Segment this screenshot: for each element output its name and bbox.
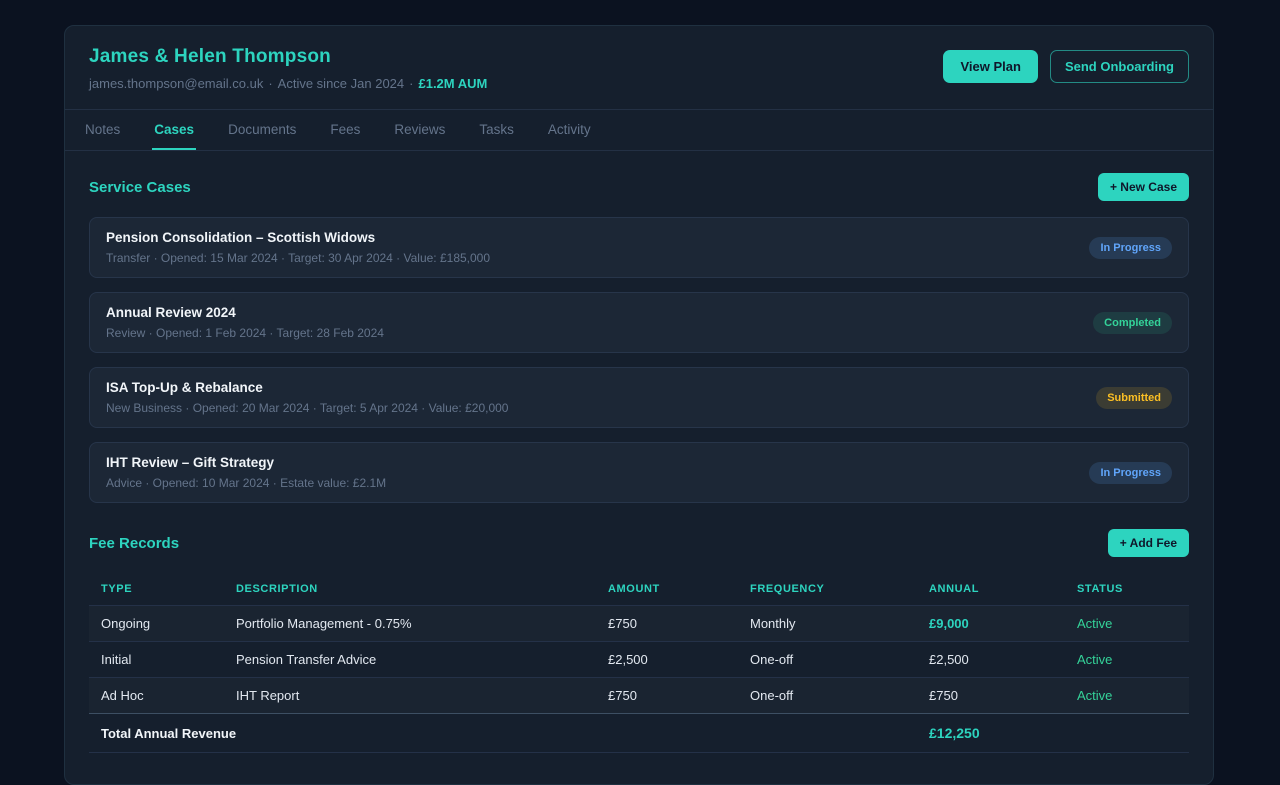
fee-annual: £750 (929, 688, 958, 703)
separator-dot: · (409, 76, 414, 91)
fee-table-body: Ongoing Portfolio Management - 0.75% £750 M… (89, 605, 1189, 713)
fee-status: Active (1077, 652, 1113, 667)
fee-records-title: Fee Records (89, 534, 180, 552)
tab-reviews[interactable]: Reviews (392, 110, 447, 150)
fee-description: Portfolio Management - 0.75% (236, 616, 412, 631)
client-panel: James & Helen Thompson james.thompson@em… (64, 25, 1214, 785)
fee-row: Ad Hoc IHT Report £750 One-off £750 Active (89, 677, 1189, 713)
fee-amount: £2,500 (608, 652, 648, 667)
main-content: Service Cases + New Case Pension Consoli… (65, 151, 1213, 775)
new-case-button[interactable]: + New Case (1097, 173, 1189, 201)
tab-bar: Notes Cases Documents Fees Reviews Tasks Activ… (65, 110, 1213, 151)
case-meta: Advice · Opened: 10 Mar 2024 · Estate va… (106, 476, 387, 490)
fee-column-frequency: FREQUENCY (750, 583, 825, 595)
add-fee-button[interactable]: + Add Fee (1107, 529, 1189, 557)
client-header: James & Helen Thompson james.thompson@em… (65, 26, 1213, 110)
client-subtitle: james.thompson@email.co.uk · Active since … (89, 76, 487, 91)
fee-amount: £750 (608, 688, 637, 703)
page-title: James & Helen Thompson (89, 46, 331, 67)
status-badge: In Progress (1089, 236, 1172, 259)
send-onboarding-button[interactable]: Send Onboarding (1049, 50, 1189, 83)
case-card[interactable]: Annual Review 2024 Review · Opened: 1 Fe… (89, 292, 1189, 353)
client-identity: James & Helen Thompson james.thompson@em… (89, 46, 487, 91)
fee-table: TYPE DESCRIPTION AMOUNT FREQUENCY ANNUAL STAT… (89, 573, 1189, 753)
fee-total-row: Total Annual Revenue £12,250 (89, 713, 1189, 753)
fee-status: Active (1077, 616, 1113, 631)
status-badge: In Progress (1089, 461, 1172, 484)
tab-fees[interactable]: Fees (328, 110, 362, 150)
fee-type: Initial (101, 652, 132, 667)
case-title: Annual Review 2024 (106, 305, 236, 320)
fee-frequency: Monthly (750, 616, 796, 631)
tab-activity[interactable]: Activity (546, 110, 593, 150)
case-meta: Transfer · Opened: 15 Mar 2024 · Target:… (106, 251, 491, 265)
case-card[interactable]: ISA Top-Up & Rebalance New Business · Op… (89, 367, 1189, 428)
status-badge: Completed (1093, 311, 1172, 334)
fee-records-header: Fee Records + Add Fee (89, 529, 1189, 557)
case-card[interactable]: IHT Review – Gift Strategy Advice · Open… (89, 442, 1189, 503)
header-actions: View Plan Send Onboarding (943, 50, 1189, 83)
fee-row: Initial Pension Transfer Advice £2,500 One-… (89, 641, 1189, 677)
case-title: ISA Top-Up & Rebalance (106, 380, 263, 395)
separator-dot: · (268, 76, 273, 91)
fee-column-status: STATUS (1077, 583, 1123, 595)
status-badge: Submitted (1096, 386, 1172, 409)
tab-documents[interactable]: Documents (226, 110, 298, 150)
case-title: Pension Consolidation – Scottish Widows (106, 230, 376, 245)
fee-annual: £2,500 (929, 652, 969, 667)
fee-column-type: TYPE (101, 583, 133, 595)
fee-frequency: One-off (750, 688, 794, 703)
client-active-since: Active since Jan 2024 (277, 76, 405, 91)
case-card[interactable]: Pension Consolidation – Scottish Widows … (89, 217, 1189, 278)
service-cases-section: Service Cases + New Case Pension Consoli… (89, 173, 1189, 503)
fee-column-annual: ANNUAL (929, 583, 980, 595)
fee-total-value: £12,250 (929, 725, 980, 741)
tab-notes[interactable]: Notes (83, 110, 122, 150)
tab-tasks[interactable]: Tasks (477, 110, 516, 150)
client-email: james.thompson@email.co.uk (89, 76, 264, 91)
case-list: Pension Consolidation – Scottish Widows … (89, 217, 1189, 503)
tab-cases[interactable]: Cases (152, 110, 197, 150)
case-meta: New Business · Opened: 20 Mar 2024 · Tar… (106, 401, 509, 415)
fee-column-description: DESCRIPTION (236, 583, 318, 595)
fee-description: IHT Report (236, 688, 300, 703)
case-title: IHT Review – Gift Strategy (106, 455, 275, 470)
fee-annual: £9,000 (929, 616, 969, 631)
client-aum: £1.2M AUM (418, 76, 488, 91)
fee-type: Ongoing (101, 616, 151, 631)
fee-amount: £750 (608, 616, 637, 631)
service-cases-header: Service Cases + New Case (89, 173, 1189, 201)
fee-row: Ongoing Portfolio Management - 0.75% £750 M… (89, 605, 1189, 641)
fee-description: Pension Transfer Advice (236, 652, 377, 667)
fee-type: Ad Hoc (101, 688, 144, 703)
fee-total-label: Total Annual Revenue (101, 725, 237, 741)
fee-frequency: One-off (750, 652, 794, 667)
fee-column-amount: AMOUNT (608, 583, 660, 595)
fee-table-header: TYPE DESCRIPTION AMOUNT FREQUENCY ANNUAL STAT… (89, 573, 1189, 605)
fee-records-section: Fee Records + Add Fee TYPE DESCRIPTION AMO… (89, 529, 1189, 753)
fee-status: Active (1077, 688, 1113, 703)
view-plan-button[interactable]: View Plan (943, 50, 1038, 83)
service-cases-title: Service Cases (89, 178, 191, 196)
case-meta: Review · Opened: 1 Feb 2024 · Target: 28… (106, 326, 384, 340)
